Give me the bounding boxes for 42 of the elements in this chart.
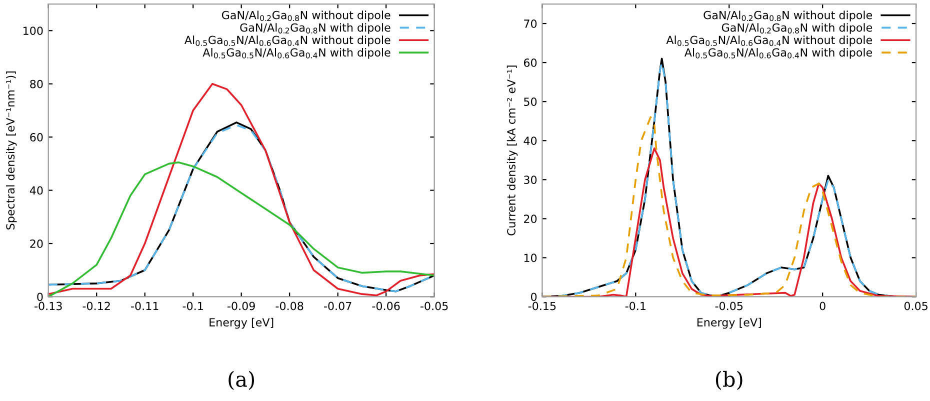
x-tick-label: -0.05 — [715, 302, 743, 310]
text: (b) — [716, 370, 742, 390]
x-tick-label: -0.13 — [34, 302, 62, 310]
y-tick-label: 20 — [524, 214, 537, 224]
x-tick-label: -0.07 — [324, 302, 352, 310]
y-tick-label: 40 — [30, 186, 43, 195]
y-tick-label: 0 — [37, 292, 43, 302]
y-tick-label: 10 — [524, 254, 537, 262]
y-tick-label: 0 — [530, 292, 537, 302]
text: Al$_{0.5}$Ga$_{0.5}$N/Al$_{0.6}$Ga$_{0.4}$N without dipole — [184, 36, 390, 46]
text: (a) — [228, 370, 254, 390]
x-tick-label: 0 — [820, 302, 826, 310]
legend-label: GaN/Al$_{0.2}$Ga$_{0.8}$N without dipole — [704, 10, 872, 22]
y-tick-label: 20 — [30, 239, 43, 248]
text: Al$_{0.5}$Ga$_{0.5}$N/Al$_{0.6}$Ga$_{0.4}$N with dipole — [684, 48, 872, 59]
y-tick-label: 60 — [524, 58, 537, 67]
legend-label: GaN/Al$_{0.2}$Ga$_{0.8}$N with dipole — [722, 23, 872, 34]
y-tick-label: 80 — [30, 80, 43, 88]
y-tick-label: 50 — [524, 98, 537, 106]
y-tick-label: 30 — [524, 176, 537, 184]
y-axis-title: Spectral density [eV⁻¹nm⁻¹)] — [6, 72, 17, 230]
x-tick-label: -0.05 — [420, 302, 448, 310]
y-tick-label: 40 — [524, 136, 537, 145]
x-tick-label: -0.11 — [131, 302, 158, 310]
x-tick-label: -0.1 — [182, 302, 203, 310]
x-tick-label: 0.05 — [904, 302, 928, 310]
x-tick-label: -0.09 — [228, 302, 255, 310]
y-axis-title: Current density [kA cm⁻² eV⁻¹] — [506, 66, 518, 236]
x-tick-label: -0.06 — [372, 302, 400, 310]
y-tick-label: 70 — [524, 20, 537, 28]
x-tick-label: -0.08 — [276, 302, 304, 310]
x-axis-title: Energy [eV] — [697, 318, 761, 329]
x-tick-label: -0.12 — [82, 302, 110, 310]
x-axis-title: Energy [eV] — [210, 318, 274, 329]
x-tick-label: -0.1 — [625, 302, 646, 310]
x-tick-label: -0.15 — [528, 302, 556, 310]
y-tick-label: 100 — [24, 26, 43, 35]
text: Al$_{0.5}$Ga$_{0.5}$N/Al$_{0.6}$Ga$_{0.4}$N with dipole — [202, 48, 390, 59]
y-tick-label: 60 — [30, 133, 43, 142]
text: Al$_{0.5}$Ga$_{0.5}$N/Al$_{0.6}$Ga$_{0.4}$N without dipole — [666, 36, 872, 46]
legend-label: GaN/Al$_{0.2}$Ga$_{0.8}$N with dipole — [240, 23, 390, 34]
legend-label: GaN/Al$_{0.2}$Ga$_{0.8}$N without dipole — [222, 10, 390, 22]
